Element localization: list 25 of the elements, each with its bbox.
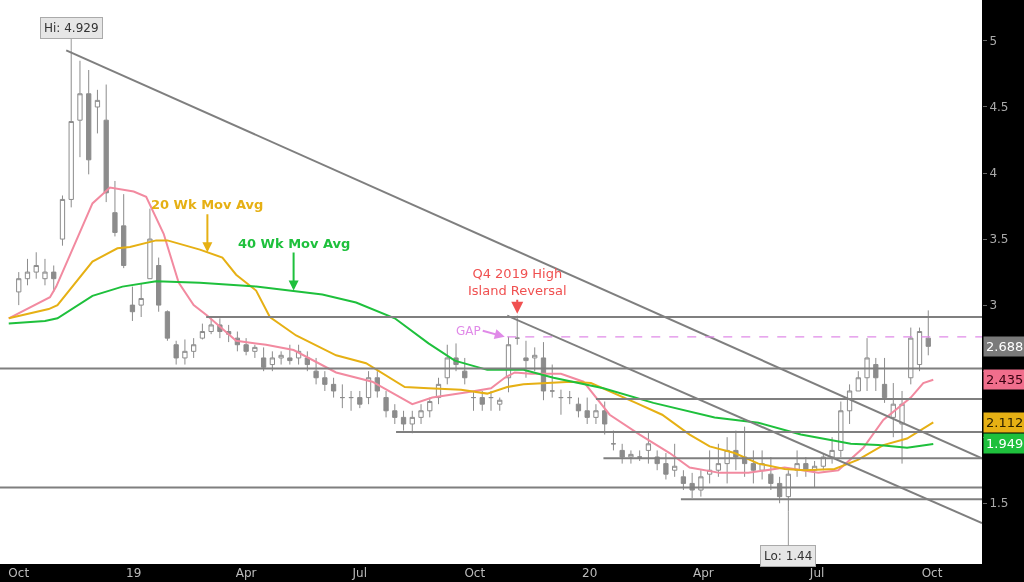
- y-tick-label: 3.5: [989, 232, 1009, 247]
- x-tick-label: Oct: [464, 566, 486, 580]
- x-tick-label: Oct: [921, 566, 943, 580]
- x-tick-label: 20: [582, 566, 598, 580]
- x-tick-label: Oct: [8, 566, 30, 580]
- annotation: Hi: 4.929: [44, 21, 99, 35]
- x-tick-label: Jul: [351, 566, 368, 580]
- y-tick-label: 5: [989, 34, 998, 49]
- annotation: 20 Wk Mov Avg: [151, 197, 264, 212]
- annotation: 40 Wk Mov Avg: [238, 236, 351, 251]
- annotation: Lo: 1.44: [764, 549, 813, 563]
- x-tick-label: Jul: [808, 566, 825, 580]
- x-tick-label: Apr: [693, 566, 714, 580]
- text: 2.435: [986, 372, 1024, 387]
- annotation: Q4 2019 High Island Reversal: [468, 266, 567, 298]
- x-tick-label: Apr: [235, 566, 257, 580]
- y-tick-label: 1.5: [989, 496, 1009, 511]
- x-tick-label: 19: [126, 566, 142, 580]
- y-tick-label: 4.5: [989, 100, 1009, 115]
- y-tick-label: 4: [989, 166, 998, 181]
- text: 2.688: [986, 339, 1024, 354]
- text: 2.112: [986, 415, 1024, 430]
- text: 1.949: [986, 436, 1024, 451]
- y-tick-label: 3: [989, 298, 998, 313]
- annotation: GAP: [456, 324, 481, 338]
